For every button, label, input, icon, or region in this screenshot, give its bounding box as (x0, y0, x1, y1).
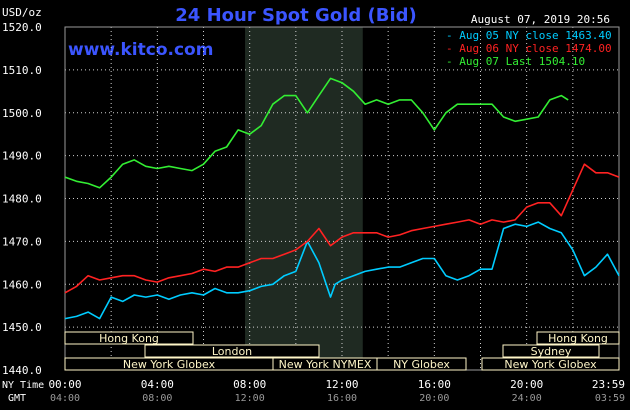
x-axis-ny-row-label: NY Time (2, 380, 44, 391)
y-tick-label: 1510.0 (2, 64, 42, 77)
x-tick-label-ny: 20:00 (510, 378, 543, 391)
legend-entry: - Aug 07 Last 1504.10 (446, 55, 585, 68)
x-tick-label-gmt: 03:59 (595, 393, 625, 404)
x-tick-label-ny: 12:00 (325, 378, 358, 391)
series-line-2 (64, 163, 620, 294)
x-tick-label-ny: 23:59 (592, 378, 625, 391)
series-line-3 (64, 77, 569, 189)
session-label: NY Globex (393, 358, 450, 371)
y-tick-label: 1450.0 (2, 321, 42, 334)
x-axis-gmt-row-label: GMT (8, 393, 26, 404)
session-bar (536, 331, 620, 345)
session-label: Sydney (531, 345, 572, 358)
y-tick-label: 1480.0 (2, 193, 42, 206)
session-label: Hong Kong (99, 332, 159, 345)
session-bar (481, 357, 620, 371)
timestamp: August 07, 2019 20:56 (471, 13, 610, 26)
y-tick-label: 1500.0 (2, 107, 42, 120)
x-tick-label-ny: 04:00 (141, 378, 174, 391)
x-tick-label-gmt: 20:00 (419, 393, 449, 404)
x-tick-label-gmt: 16:00 (327, 393, 357, 404)
y-tick-label: 1490.0 (2, 150, 42, 163)
session-label: London (212, 345, 252, 358)
legend-entry: - Aug 05 NY close 1463.40 (446, 29, 612, 42)
session-label: New York NYMEX (279, 358, 372, 371)
series-line-1 (64, 221, 620, 320)
x-tick-label-gmt: 08:00 (142, 393, 172, 404)
session-bar (144, 344, 320, 358)
session-bar (64, 331, 194, 345)
x-tick-label-ny: 00:00 (48, 378, 81, 391)
x-tick-label-gmt: 04:00 (50, 393, 80, 404)
x-tick-label-ny: 16:00 (418, 378, 451, 391)
watermark: www.kitco.com (68, 40, 213, 60)
y-tick-label: 1440.0 (2, 364, 42, 377)
session-label: New York Globex (123, 358, 216, 371)
chart-title: 24 Hour Spot Gold (Bid) (175, 5, 416, 26)
session-bar (502, 344, 600, 358)
y-axis-unit-label: USD/oz (2, 6, 42, 19)
session-bar (376, 357, 467, 371)
legend-entry: - Aug 06 NY close 1474.00 (446, 42, 612, 55)
session-label: New York Globex (504, 358, 597, 371)
x-tick-label-gmt: 24:00 (512, 393, 542, 404)
x-tick-label-ny: 08:00 (233, 378, 266, 391)
y-tick-label: 1460.0 (2, 278, 42, 291)
session-label: Hong Kong (548, 332, 608, 345)
y-tick-label: 1470.0 (2, 235, 42, 248)
x-tick-label-gmt: 12:00 (235, 393, 265, 404)
y-tick-label: 1520.0 (2, 21, 42, 34)
